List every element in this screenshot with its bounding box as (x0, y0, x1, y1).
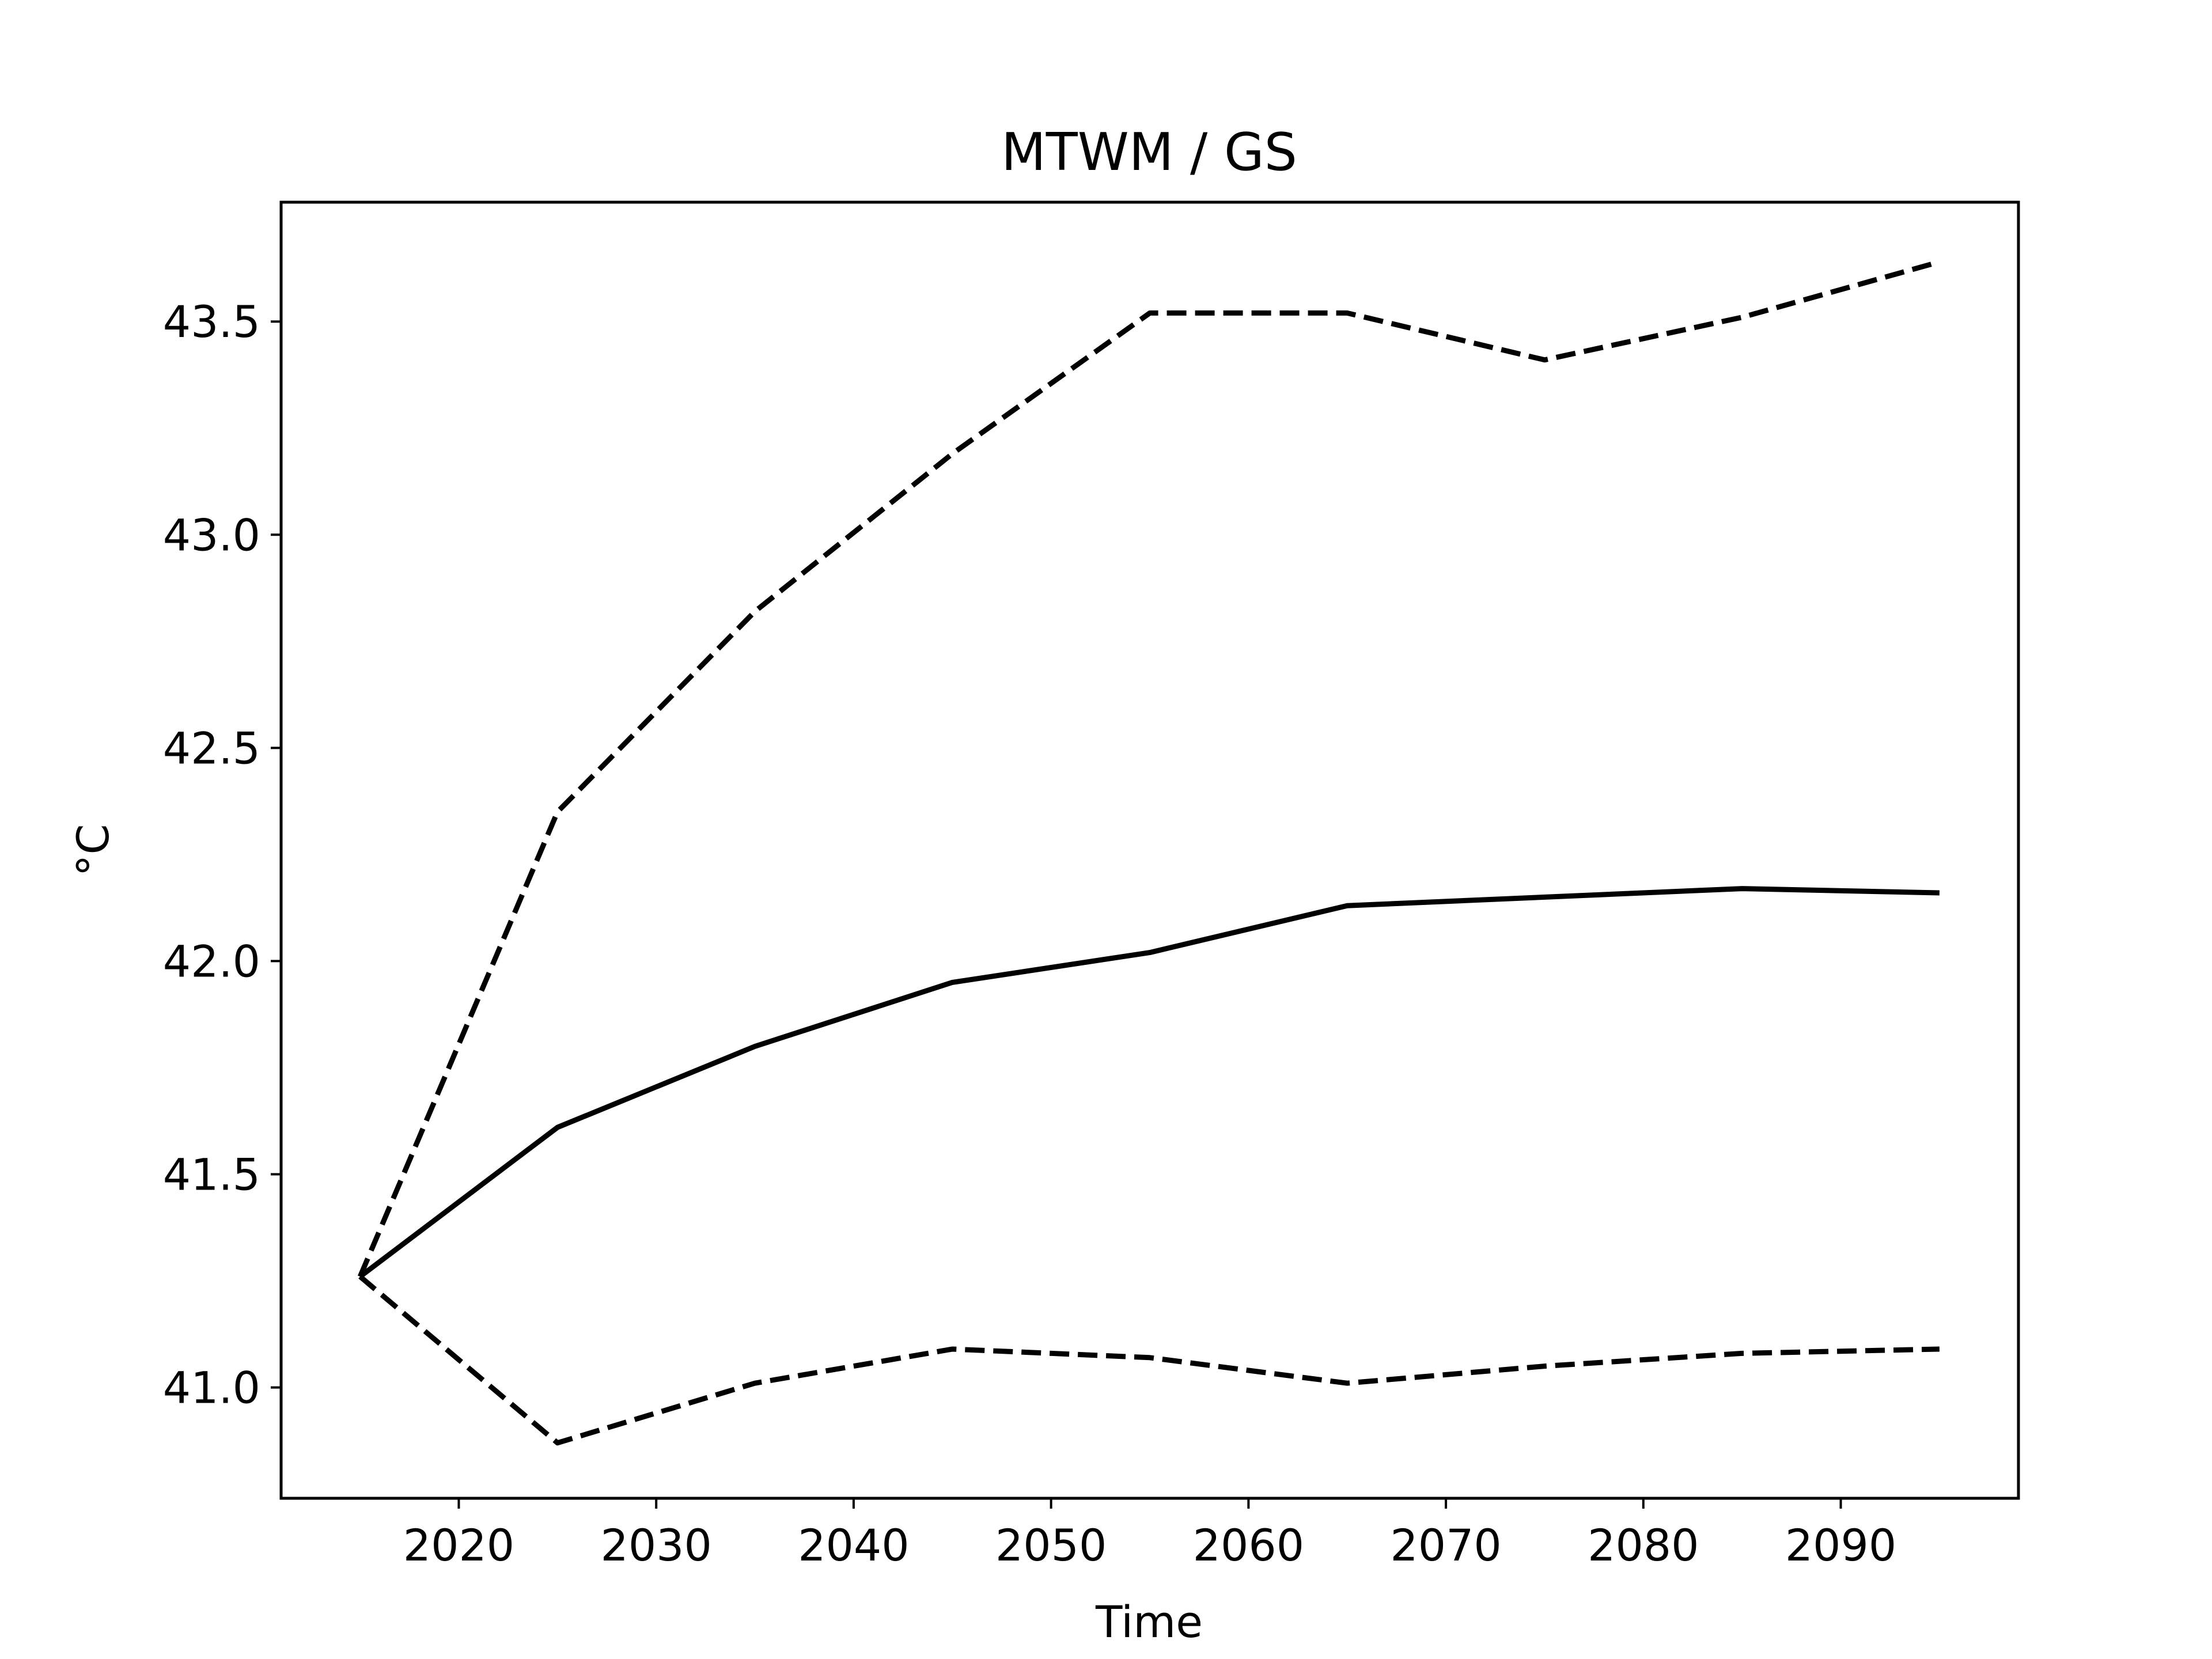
x-tick-label: 2020 (403, 1520, 514, 1571)
chart-title: MTWM / GS (1001, 122, 1297, 183)
y-tick-label: 42.5 (163, 722, 260, 774)
x-axis: 2020 2030 2040 2050 2060 2070 2080 2090 (403, 1498, 1896, 1571)
y-tick-label: 42.0 (163, 935, 260, 987)
lower-bound-series-line (358, 1274, 1940, 1446)
x-tick-label: 2050 (995, 1520, 1107, 1571)
y-tick-label: 43.0 (163, 509, 260, 560)
upper-bound-series-line (357, 259, 1941, 1278)
y-tick-label: 41.5 (163, 1149, 260, 1200)
x-tick-label: 2040 (798, 1520, 909, 1571)
y-axis: 41.0 41.5 42.0 42.5 43.0 43.5 (163, 296, 281, 1414)
x-tick-label: 2090 (1785, 1520, 1896, 1571)
plot-area-frame (279, 200, 2020, 1500)
x-tick-label: 2030 (600, 1520, 711, 1571)
y-axis-label: °C (67, 824, 119, 876)
x-tick-label: 2070 (1390, 1520, 1501, 1571)
median-series-line (358, 886, 1940, 1279)
series-layer (357, 259, 1941, 1446)
x-axis-label: Time (1095, 1596, 1203, 1647)
y-tick-label: 43.5 (163, 296, 260, 347)
x-tick-label: 2080 (1588, 1520, 1699, 1571)
x-tick-label: 2060 (1193, 1520, 1304, 1571)
y-tick-label: 41.0 (163, 1362, 260, 1414)
